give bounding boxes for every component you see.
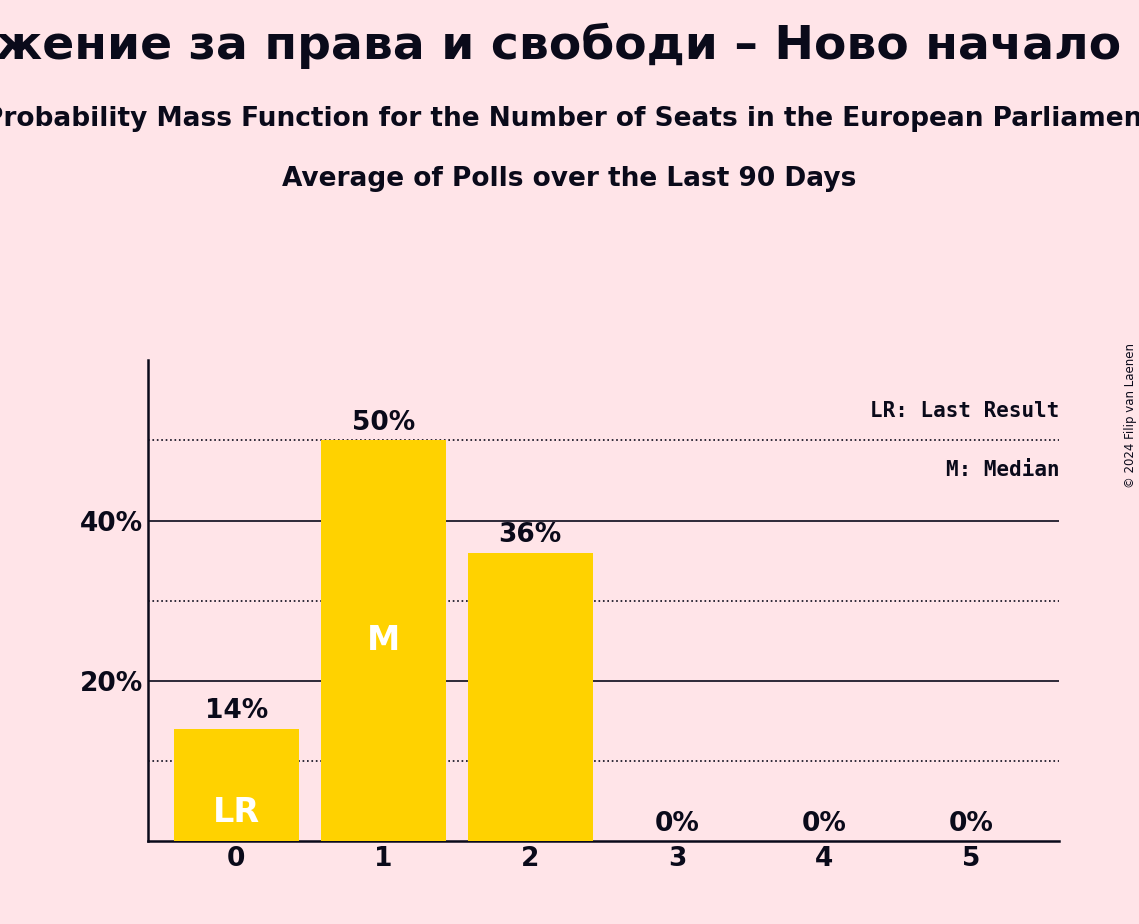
Text: M: Median: M: Median <box>945 459 1059 480</box>
Text: 0%: 0% <box>802 811 846 837</box>
Text: LR: LR <box>213 796 260 830</box>
Text: 0%: 0% <box>655 811 699 837</box>
Text: © 2024 Filip van Laenen: © 2024 Filip van Laenen <box>1124 344 1137 488</box>
Bar <box>174 729 298 841</box>
Text: 50%: 50% <box>352 409 415 435</box>
Text: Average of Polls over the Last 90 Days: Average of Polls over the Last 90 Days <box>282 166 857 192</box>
Text: Probability Mass Function for the Number of Seats in the European Parliament: Probability Mass Function for the Number… <box>0 106 1139 132</box>
Text: M: M <box>367 624 400 657</box>
Bar <box>321 441 445 841</box>
Text: Движение за права и свободи – Ново начало (RE): Движение за права и свободи – Ново начал… <box>0 23 1139 69</box>
Text: 36%: 36% <box>499 522 562 548</box>
Text: 14%: 14% <box>205 698 268 723</box>
Text: LR: Last Result: LR: Last Result <box>870 401 1059 421</box>
Bar <box>468 553 592 841</box>
Text: 0%: 0% <box>949 811 993 837</box>
